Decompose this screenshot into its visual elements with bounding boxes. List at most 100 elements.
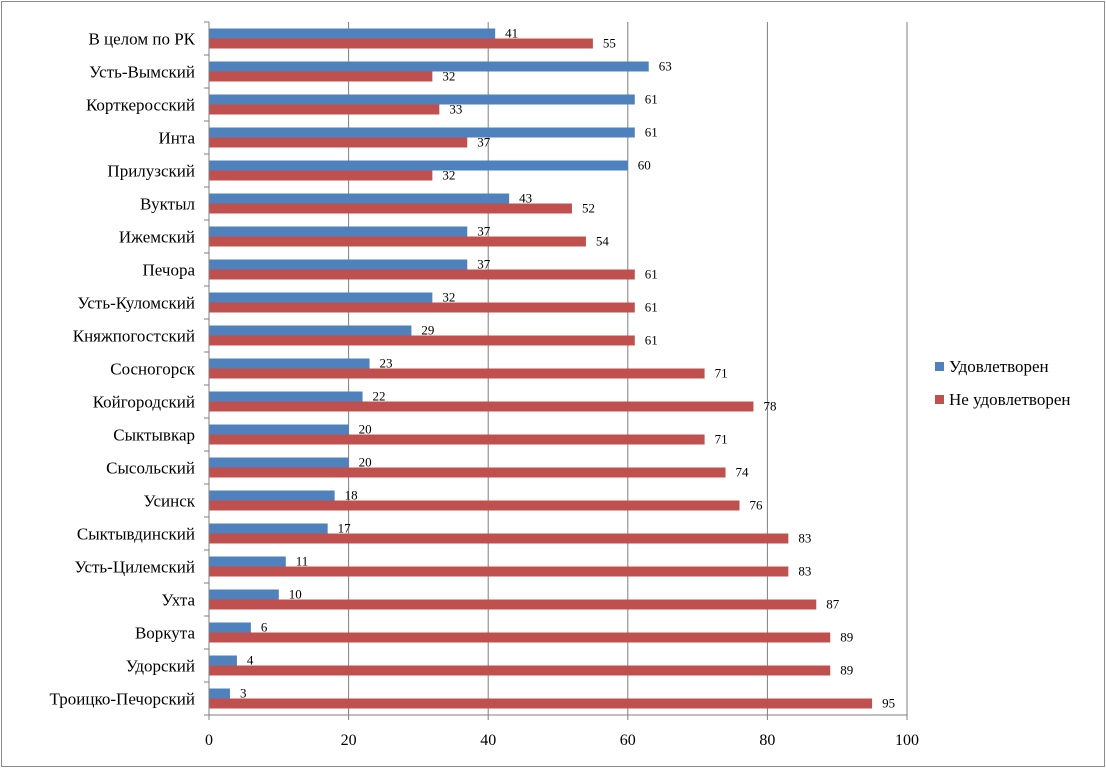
bar-satisfied bbox=[209, 193, 510, 204]
bar-satisfied bbox=[209, 127, 635, 138]
bar-satisfied bbox=[209, 325, 412, 336]
bar-satisfied bbox=[209, 523, 328, 534]
data-label: 61 bbox=[645, 92, 658, 107]
bar-unsatisfied bbox=[209, 335, 635, 346]
category-label: Койгородский bbox=[93, 393, 195, 412]
x-tick-label: 80 bbox=[759, 732, 775, 749]
category-label: Усинск bbox=[143, 492, 195, 511]
data-label: 37 bbox=[477, 257, 491, 272]
bar-unsatisfied bbox=[209, 533, 789, 544]
data-label: 32 bbox=[442, 168, 455, 183]
category-label: Усть-Вымский bbox=[89, 63, 195, 82]
x-tick-label: 0 bbox=[205, 732, 213, 749]
bar-unsatisfied bbox=[209, 467, 726, 478]
category-label: Троицко-Печорский bbox=[50, 690, 195, 709]
data-label: 60 bbox=[638, 158, 651, 173]
data-label: 32 bbox=[442, 69, 455, 84]
bar-satisfied bbox=[209, 358, 370, 369]
data-label: 17 bbox=[338, 521, 352, 536]
data-label: 11 bbox=[296, 554, 309, 569]
category-label: Сыктывкар bbox=[113, 426, 195, 445]
data-label: 54 bbox=[596, 234, 610, 249]
bar-satisfied bbox=[209, 61, 649, 72]
data-label: 55 bbox=[603, 36, 616, 51]
data-label: 43 bbox=[519, 191, 532, 206]
bar-unsatisfied bbox=[209, 434, 705, 445]
bar-satisfied bbox=[209, 457, 349, 468]
bar-satisfied bbox=[209, 490, 335, 501]
category-label: Ухта bbox=[161, 591, 195, 610]
data-label: 63 bbox=[659, 59, 672, 74]
category-label: В целом по РК bbox=[88, 30, 195, 49]
bar-satisfied bbox=[209, 622, 251, 633]
legend-swatch bbox=[935, 395, 944, 404]
category-label: Корткеросский bbox=[86, 96, 195, 115]
data-label: 32 bbox=[442, 290, 455, 305]
data-label: 29 bbox=[421, 323, 434, 338]
bar-satisfied bbox=[209, 160, 628, 171]
data-label: 20 bbox=[359, 422, 372, 437]
data-label: 83 bbox=[798, 564, 811, 579]
bar-unsatisfied bbox=[209, 104, 440, 115]
category-label: Воркута bbox=[135, 624, 195, 643]
data-label: 61 bbox=[645, 300, 658, 315]
x-tick-label: 100 bbox=[895, 732, 919, 749]
category-label: Удорский bbox=[126, 657, 195, 676]
bar-satisfied bbox=[209, 226, 468, 237]
data-label: 74 bbox=[736, 465, 750, 480]
data-label: 22 bbox=[373, 389, 386, 404]
data-label: 89 bbox=[840, 663, 853, 678]
category-label: Инта bbox=[158, 129, 195, 148]
bar-satisfied bbox=[209, 28, 496, 39]
bar-satisfied bbox=[209, 589, 279, 600]
data-label: 76 bbox=[749, 498, 763, 513]
data-label: 3 bbox=[240, 686, 247, 701]
bar-satisfied bbox=[209, 292, 433, 303]
data-label: 41 bbox=[505, 26, 518, 41]
data-label: 37 bbox=[477, 224, 491, 239]
bar-unsatisfied bbox=[209, 368, 705, 379]
data-label: 83 bbox=[798, 531, 811, 546]
category-label: Княжпогостский bbox=[73, 327, 195, 346]
bar-unsatisfied bbox=[209, 599, 817, 610]
bar-unsatisfied bbox=[209, 71, 433, 82]
data-label: 23 bbox=[380, 356, 393, 371]
x-tick-label: 60 bbox=[620, 732, 636, 749]
category-label: Сыктывдинский bbox=[77, 525, 195, 544]
data-label: 4 bbox=[247, 653, 254, 668]
data-label: 6 bbox=[261, 620, 268, 635]
data-label: 33 bbox=[449, 102, 462, 117]
bar-unsatisfied bbox=[209, 137, 468, 148]
data-label: 78 bbox=[763, 399, 776, 414]
category-label: Вуктыл bbox=[140, 195, 196, 214]
legend-label: Удовлетворен bbox=[949, 357, 1049, 376]
data-label: 37 bbox=[477, 135, 491, 150]
data-label: 71 bbox=[715, 366, 728, 381]
category-label: Сысольский bbox=[106, 459, 195, 478]
bar-satisfied bbox=[209, 655, 237, 666]
category-label: Прилузский bbox=[107, 162, 195, 181]
bar-unsatisfied bbox=[209, 566, 789, 577]
bar-unsatisfied bbox=[209, 203, 572, 214]
data-label: 89 bbox=[840, 630, 853, 645]
category-label: Ижемский bbox=[119, 228, 195, 247]
bar-satisfied bbox=[209, 688, 230, 699]
data-label: 10 bbox=[289, 587, 302, 602]
legend-label: Не удовлетворен bbox=[949, 390, 1070, 409]
data-label: 61 bbox=[645, 333, 658, 348]
data-label: 71 bbox=[715, 432, 728, 447]
legend-swatch bbox=[935, 362, 944, 371]
bar-unsatisfied bbox=[209, 38, 593, 49]
category-label: Сосногорск bbox=[110, 360, 196, 379]
bar-satisfied bbox=[209, 94, 635, 105]
category-label: Усть-Цилемский bbox=[74, 558, 195, 577]
bar-satisfied bbox=[209, 391, 363, 402]
data-label: 52 bbox=[582, 201, 595, 216]
x-tick-label: 40 bbox=[480, 732, 496, 749]
bar-unsatisfied bbox=[209, 170, 433, 181]
bar-unsatisfied bbox=[209, 269, 635, 280]
bar-unsatisfied bbox=[209, 632, 831, 643]
bar-unsatisfied bbox=[209, 302, 635, 313]
bar-satisfied bbox=[209, 424, 349, 435]
